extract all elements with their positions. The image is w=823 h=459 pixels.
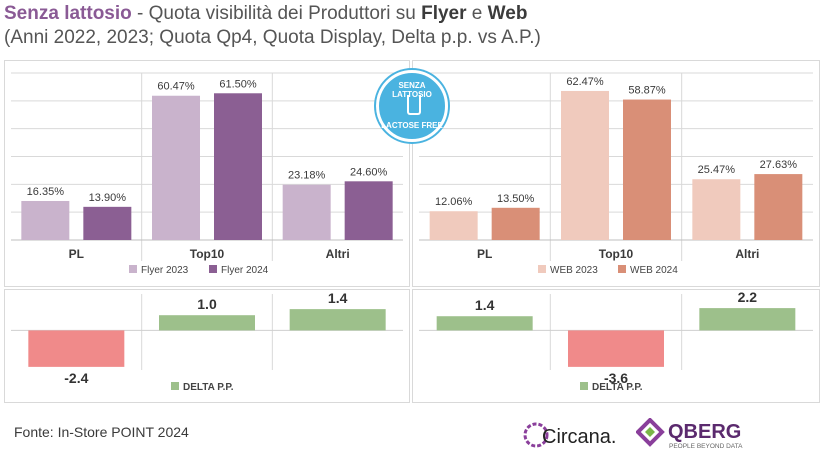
data-label: 13.90% bbox=[89, 192, 127, 204]
flyer-chart: 16.35% 13.90% PL 60.47% 61.50% Top10 23.18% 24.… bbox=[11, 72, 403, 276]
delta-bar-top10 bbox=[568, 330, 664, 367]
data-label: 61.50% bbox=[219, 78, 257, 90]
category-label: Top10 bbox=[599, 247, 634, 261]
data-label: 62.47% bbox=[566, 76, 604, 88]
legend-swatch bbox=[209, 265, 217, 273]
category-label: PL bbox=[477, 247, 492, 261]
flyer-chart-panel: 16.35% 13.90% PL 60.47% 61.50% Top10 23.18% 24.… bbox=[4, 60, 410, 287]
circana-logo: Circana. bbox=[523, 422, 616, 448]
delta-label: 1.4 bbox=[475, 297, 495, 313]
bar-top10-1 bbox=[623, 99, 671, 240]
badge-line1: SENZA LATTOSIO bbox=[392, 81, 432, 99]
bar-top10-0 bbox=[561, 90, 609, 240]
delta-bar-altri bbox=[699, 308, 796, 331]
category-label: PL bbox=[69, 247, 84, 261]
delta-label: -3.6 bbox=[604, 370, 628, 386]
qberg-logo: QBERG PEOPLE BEYOND DATA bbox=[636, 418, 743, 450]
title-category: Senza lattosio bbox=[4, 3, 132, 24]
title-text2: e bbox=[466, 3, 488, 24]
web-chart: 12.06% 13.50% PL 62.47% 58.87% Top10 25.47% 27.… bbox=[419, 72, 813, 276]
data-label: 12.06% bbox=[435, 196, 473, 208]
data-label: 24.60% bbox=[350, 166, 388, 178]
web-delta-panel: 1.4 -3.6 2.2 DELTA P.P. bbox=[412, 289, 820, 403]
bar-altri-0 bbox=[692, 179, 741, 240]
delta-label: 2.2 bbox=[738, 290, 758, 305]
legend-label: Flyer 2023 bbox=[141, 265, 189, 276]
lactose-free-badge: SENZA LATTOSIO LACTOSE FREE bbox=[376, 70, 448, 142]
legend-label: DELTA P.P. bbox=[183, 382, 234, 393]
bar-altri-1 bbox=[754, 174, 803, 240]
data-label: 58.87% bbox=[628, 85, 666, 97]
bar-altri-0 bbox=[282, 184, 331, 240]
title-text1: Quota visibilità dei Produttori su bbox=[148, 3, 422, 24]
delta-bar-altri bbox=[289, 309, 386, 331]
delta-bar-pl bbox=[436, 316, 533, 331]
bar-top10-1 bbox=[214, 93, 262, 241]
title-flyer: Flyer bbox=[421, 3, 467, 24]
legend-label: WEB 2023 bbox=[550, 265, 598, 276]
data-label: 27.63% bbox=[760, 159, 798, 171]
source-note: Fonte: In-Store POINT 2024 bbox=[14, 424, 189, 440]
delta-bar-pl bbox=[28, 330, 125, 367]
legend-label: DELTA P.P. bbox=[592, 382, 643, 393]
category-label: Top10 bbox=[190, 247, 225, 261]
bar-pl-1 bbox=[491, 207, 540, 240]
delta-label: 1.0 bbox=[197, 296, 217, 312]
legend-label: WEB 2024 bbox=[630, 265, 678, 276]
delta-label: -2.4 bbox=[64, 370, 88, 386]
delta-bar-top10 bbox=[159, 315, 255, 331]
data-label: 13.50% bbox=[497, 193, 535, 205]
legend-swatch bbox=[171, 382, 179, 390]
flyer-delta-chart: -2.4 1.0 1.4 DELTA P.P. bbox=[11, 290, 403, 393]
legend-swatch bbox=[580, 382, 588, 390]
web-chart-panel: 12.06% 13.50% PL 62.47% 58.87% Top10 25.47% 27.… bbox=[412, 60, 820, 287]
data-label: 23.18% bbox=[288, 170, 326, 182]
legend-swatch bbox=[538, 265, 546, 273]
title-web: Web bbox=[487, 3, 528, 24]
chart-title: Senza lattosio - Quota visibilità dei Pr… bbox=[4, 2, 819, 50]
data-label: 60.47% bbox=[157, 81, 195, 93]
legend-swatch bbox=[618, 265, 626, 273]
data-label: 16.35% bbox=[27, 186, 65, 198]
web-delta-chart: 1.4 -3.6 2.2 DELTA P.P. bbox=[419, 289, 813, 393]
chart-subtitle: (Anni 2022, 2023; Quota Qp4, Quota Displ… bbox=[4, 27, 541, 48]
legend-swatch bbox=[129, 265, 137, 273]
category-label: Altri bbox=[326, 247, 350, 261]
bar-pl-0 bbox=[429, 211, 478, 240]
category-label: Altri bbox=[735, 247, 759, 261]
delta-label: 1.4 bbox=[328, 290, 348, 306]
bar-pl-0 bbox=[21, 200, 70, 240]
flyer-delta-panel: -2.4 1.0 1.4 DELTA P.P. bbox=[4, 289, 410, 403]
legend-label: Flyer 2024 bbox=[221, 265, 269, 276]
bar-pl-1 bbox=[83, 206, 132, 240]
data-label: 25.47% bbox=[698, 164, 736, 176]
qberg-tagline: PEOPLE BEYOND DATA bbox=[669, 443, 743, 450]
badge-line2: LACTOSE FREE bbox=[381, 121, 443, 130]
milk-glass-icon bbox=[407, 95, 421, 115]
bar-altri-1 bbox=[344, 181, 393, 240]
title-separator: - bbox=[131, 3, 149, 24]
circana-logo-text: Circana. bbox=[542, 426, 616, 448]
qberg-logo-text: QBERG bbox=[668, 421, 741, 443]
bar-top10-0 bbox=[152, 95, 200, 240]
